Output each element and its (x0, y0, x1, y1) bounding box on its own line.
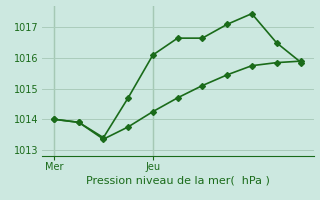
X-axis label: Pression niveau de la mer(  hPa ): Pression niveau de la mer( hPa ) (86, 176, 269, 186)
